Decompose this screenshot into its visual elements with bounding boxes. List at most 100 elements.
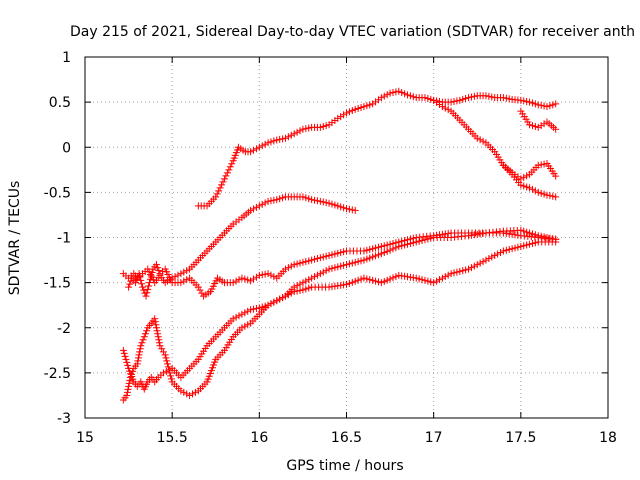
data-point [152,261,160,269]
data-point [287,131,295,139]
data-point [281,134,289,142]
data-point [299,193,307,201]
data-point [264,139,272,147]
data-point [383,247,391,255]
data-point [135,270,143,278]
y-tick-label: -3 [57,411,71,427]
data-point [433,277,441,285]
axis-ticks: 15 15.5 16 16.5 17 17.5 18 -3 -2.5 -2 -1.5 -1 -0.5 0 0… [44,50,617,446]
data-point [345,108,353,116]
data-point [299,279,307,287]
data-point [351,258,359,266]
data-point [386,89,394,97]
data-point [154,264,162,272]
data-point [311,196,319,204]
data-point [552,193,560,201]
data-point [401,90,409,98]
data-point [520,182,528,190]
data-point [125,283,133,291]
data-point [279,194,287,202]
data-markers [119,87,560,404]
data-point [383,91,391,99]
data-point [337,203,345,211]
data-point [528,122,536,130]
data-point [453,97,461,105]
data-point [534,161,542,169]
data-point [158,345,166,353]
data-point [261,302,269,310]
data-point [177,270,185,278]
data-point [232,313,240,321]
data-point [191,388,199,396]
data-point [299,258,307,266]
data-point [311,273,319,281]
data-point [276,195,284,203]
data-point [322,122,330,130]
data-point [189,390,197,398]
y-tick-label: 0 [62,140,71,156]
data-point [343,261,350,269]
data-point [177,279,185,287]
data-point [316,270,324,278]
data-point [537,232,545,240]
data-point [121,352,129,360]
data-point [311,255,319,263]
data-point [337,262,345,270]
data-point [319,198,327,206]
data-point [308,274,316,282]
data-point [424,235,432,243]
data-point [459,267,467,275]
data-point [264,270,272,278]
data-point [238,274,246,282]
data-point [473,134,481,142]
data-point [418,276,426,284]
data-point [302,194,310,202]
data-point [319,268,327,276]
data-point [380,277,388,285]
data-point [279,135,287,143]
data-point [343,205,350,213]
data-point [264,197,272,205]
data-point [223,169,231,177]
data-point [523,228,531,236]
data-point [250,205,258,213]
data-point [444,106,452,114]
data-point [369,245,377,253]
data-point [137,342,145,350]
data-point [348,259,356,267]
y-tick-label: -1.5 [44,276,71,292]
data-point [313,255,321,263]
data-point [488,253,496,261]
data-point [261,270,269,278]
data-point [502,94,510,102]
data-point [270,196,278,204]
data-point [534,101,542,109]
data-point [328,264,336,272]
data-point [247,277,255,285]
y-tick-label: -2 [57,321,71,337]
data-point [154,333,162,341]
data-point [491,252,499,260]
data-point [526,240,534,248]
data-point [531,187,539,195]
series-7 [119,238,560,393]
data-point [164,360,172,368]
data-point [520,242,528,250]
data-point [267,197,275,205]
data-point [505,246,513,254]
data-point [386,240,394,248]
data-point [360,274,368,282]
data-point [528,185,536,193]
data-point [340,111,348,119]
data-point [345,260,353,268]
data-point [520,173,528,181]
data-point [328,251,336,259]
data-point [273,196,281,204]
data-point [290,283,298,291]
data-point [177,387,185,395]
data-point [163,357,171,365]
data-point [247,206,255,214]
data-point [241,309,249,317]
data-point [322,267,330,275]
data-point [415,275,423,283]
